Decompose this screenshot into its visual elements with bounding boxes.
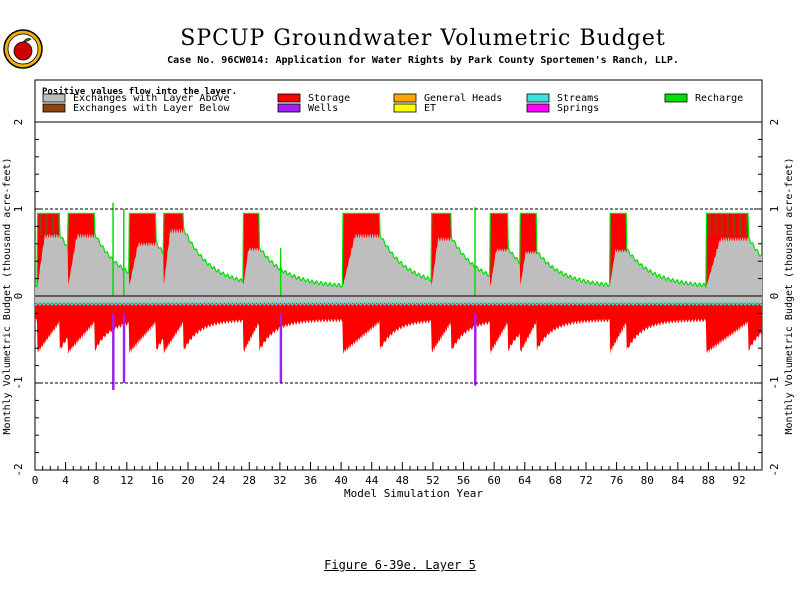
y-axis-label-left: Monthly Volumetric Budget (thousand acre… [2, 158, 13, 435]
x-tick-label: 12 [120, 474, 133, 487]
spike-wells-3 [474, 313, 477, 386]
series-exchanges-below-1 [745, 213, 748, 236]
chart-subtitle: Case No. 96CW014: Application for Water … [167, 55, 679, 66]
series-storage-positive [35, 213, 762, 288]
y-tick-label-right: 2 [768, 119, 781, 126]
y-tick-label-right: 1 [768, 206, 781, 213]
legend-swatch-general-heads [393, 93, 417, 103]
series-exchanges-above-positive [35, 227, 762, 296]
x-tick-label: 16 [151, 474, 164, 487]
spike-wells-2 [279, 313, 283, 383]
series-exchanges-above-negative [35, 296, 762, 303]
x-tick-label: 80 [641, 474, 654, 487]
series-recharge [35, 212, 762, 289]
legend-swatch-et [393, 103, 417, 113]
legend-swatch-springs [526, 103, 550, 113]
x-tick-label: 52 [426, 474, 439, 487]
y-tick-label-right: -1 [768, 376, 781, 389]
series-exchanges-below-1 [714, 213, 717, 236]
y-tick-label-left: 0 [12, 293, 25, 300]
y-tick-label-right: 0 [768, 293, 781, 300]
figure-caption-text: Figure 6-39e. Layer 5 [324, 558, 476, 572]
x-tick-label: 36 [304, 474, 317, 487]
series-exchanges-below-1 [726, 213, 729, 236]
x-tick-label: 88 [702, 474, 715, 487]
x-tick-label: 76 [610, 474, 623, 487]
series-exchanges-below-1 [732, 213, 735, 236]
series-exchanges-below-0 [45, 213, 48, 236]
series-exchanges-below-1 [720, 213, 723, 236]
series-exchanges-below-0 [51, 213, 54, 236]
legend-label-springs: Springs [557, 103, 599, 114]
legend-label-storage: Storage [308, 93, 350, 104]
series-exchanges-below-1 [708, 213, 711, 236]
legend-label-exchanges-with-layer-below: Exchanges with Layer Below [73, 103, 231, 114]
x-tick-label: 8 [93, 474, 100, 487]
x-tick-label: 68 [549, 474, 562, 487]
legend-label-et: ET [424, 103, 436, 114]
plot-series [35, 202, 762, 390]
series-storage-negative [35, 303, 762, 355]
x-tick-label: 4 [62, 474, 69, 487]
legend-swatch-streams [526, 93, 550, 103]
legend-swatch-exchanges-with-layer-above [42, 93, 66, 103]
x-tick-label: 56 [457, 474, 470, 487]
y-tick-label-left: -2 [12, 463, 25, 476]
x-tick-label: 92 [732, 474, 745, 487]
y-axis-label-right: Monthly Volumetric Budget (thousand acre… [784, 158, 795, 435]
x-axis-label: Model Simulation Year [344, 487, 483, 500]
x-tick-label: 84 [671, 474, 685, 487]
x-tick-label: 32 [273, 474, 286, 487]
apple-logo-icon [3, 29, 43, 69]
x-tick-label: 60 [488, 474, 501, 487]
x-tick-label: 24 [212, 474, 226, 487]
legend-swatch-recharge [664, 93, 688, 103]
legend-swatch-storage [277, 93, 301, 103]
legend-label-general-heads: General Heads [424, 93, 502, 104]
legend-label-wells: Wells [308, 103, 338, 114]
series-streams [35, 301, 762, 306]
legend-swatch-exchanges-with-layer-below [42, 103, 66, 113]
legend-swatch-wells [277, 103, 301, 113]
spike-wells-0 [112, 313, 115, 390]
x-tick-label: 72 [579, 474, 592, 487]
series-exchanges-below-1 [739, 213, 742, 236]
series-exchanges-below-0 [39, 213, 42, 236]
chart-title: SPCUP Groundwater Volumetric Budget [180, 26, 666, 51]
figure-caption: Figure 6-39e. Layer 5 [0, 558, 800, 572]
x-tick-label: 28 [243, 474, 256, 487]
legend-label-exchanges-with-layer-above: Exchanges with Layer Above [73, 93, 230, 104]
y-tick-label-left: 1 [12, 206, 25, 213]
legend-label-streams: Streams [557, 93, 599, 104]
spike-wells-1 [122, 313, 126, 383]
y-tick-label-right: -2 [768, 463, 781, 476]
x-tick-label: 20 [181, 474, 194, 487]
legend-note: Positive values flow into the layer. [42, 86, 237, 97]
legend-label-recharge: Recharge [695, 93, 743, 104]
x-tick-label: 64 [518, 474, 532, 487]
y-tick-label-left: 2 [12, 119, 25, 126]
x-tick-label: 48 [396, 474, 409, 487]
x-tick-label: 0 [32, 474, 39, 487]
x-tick-label: 40 [334, 474, 347, 487]
x-tick-label: 44 [365, 474, 379, 487]
y-tick-label-left: -1 [12, 376, 25, 389]
